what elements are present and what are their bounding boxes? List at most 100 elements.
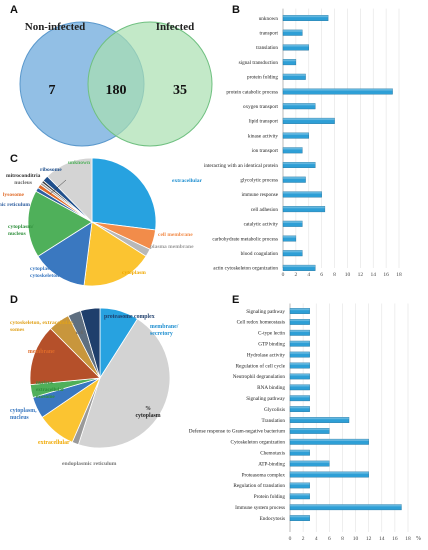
chart-c-slice-label: cytoskeleton [30,273,59,279]
chart-e-bar-highlight [290,417,349,420]
chart-d-slice-label: endoplasmic reticulum [62,461,117,467]
chart-c-slice [91,157,157,231]
chart-e-bar [289,395,310,402]
chart-b-bar-highlight [283,147,303,150]
chart-b-bar [282,176,306,183]
chart-b-bar [282,264,316,271]
chart-d-slice-label: membrane [28,349,55,355]
chart-b-bar-highlight [283,176,306,179]
chart-b-category-label: transport [260,31,279,37]
chart-e-tick-label: 2 [302,536,305,542]
chart-e-category-label: Endocytosis [260,516,285,522]
chart-e-bar [289,308,310,314]
panel-letter-c: C [10,153,18,165]
venn-left-label: Non-infected [25,21,86,33]
chart-e-category-label: Regulation of translation [233,482,285,489]
chart-b-category-label: blood coagulation [241,251,279,257]
chart-e-bar-highlight [290,493,310,496]
chart-b-category-label: catalytic activity [244,222,279,228]
chart-e-category-label: Defense response to Gram-negative bacter… [189,428,285,435]
chart-e-category-label: Protein folding [254,493,286,500]
chart-b-bar [282,147,303,154]
chart-c-leader-line [49,179,67,195]
chart-d-slice [29,327,101,386]
chart-b-category-label: kinase activity [248,133,279,139]
chart-b-category-label: signal transduction [239,60,279,66]
chart-e-bar-highlight [290,504,402,507]
chart-e-bar [289,373,310,380]
chart-e-tick-label: 16 [392,536,398,542]
chart-b-bar [282,161,316,168]
chart-c-slice-label: cytoplasm/ [8,224,34,230]
chart-b-category-label: oxygen transport [243,104,279,110]
chart-e-category-label: Neutrophil degranulation [233,374,286,380]
chart-e-category-label: Proteasoma complex [242,472,286,478]
chart-b-bar [282,14,329,21]
chart-e-category-label: RNA binding [257,385,285,391]
chart-d-slice-label: extracellular [38,440,70,446]
chart-b-bar-highlight [283,74,306,76]
chart-b-bar-highlight [283,118,335,121]
chart-e-bar-highlight [290,319,310,322]
chart-c-slice-label: cytoplasm/ [30,266,56,272]
chart-c-slice-label: nucleus [14,180,32,186]
chart-e-bar [289,406,310,412]
chart-b-bar [282,235,297,242]
chart-b-bar-highlight [283,44,309,47]
chart-e-category-label: Immune system process [235,505,285,511]
chart-e-bar [289,515,310,522]
chart-d-slice-label: proteasome complex [104,314,155,320]
chart-e-bar-highlight [290,471,369,474]
chart-d-slice-label: secretory [150,331,173,337]
chart-b-category-label: protein catabolic process [226,89,278,95]
venn-right-label: Infected [156,21,195,33]
venn-right-count: 35 [173,83,187,98]
chart-d-slice-label: % [145,406,151,412]
chart-b-bar [282,250,303,257]
chart-b-bar [282,44,309,51]
chart-b-bar-highlight [283,132,309,135]
chart-b-bar [282,29,303,36]
chart-e-bar-highlight [290,373,310,376]
chart-b-tick-label: 10 [345,272,351,278]
chart-b-category-label: translation [256,45,278,51]
chart-e-bar [289,428,330,434]
chart-b-bar-highlight [283,29,303,32]
chart-e-bar-highlight [290,439,369,441]
chart-e-bar [289,417,350,423]
chart-e-category-label: Hydrolase activity [247,352,286,358]
chart-c-slice-label: lysosome [3,192,25,198]
panel-letter-e: E [232,294,240,306]
chart-b-category-label: cell adhesion [251,207,279,213]
chart-b-bar-highlight [283,250,303,253]
chart-b-tick-label: 12 [358,272,364,278]
chart-e-tick-label: 14 [379,536,385,542]
panel-letter-b: B [232,4,240,16]
chart-c-slice-label: unknown [68,160,90,166]
chart-d-slice [79,307,101,379]
chart-c-slice [83,221,147,287]
chart-e-bar [289,351,310,358]
chart-e-bar [289,438,369,445]
chart-b-bar [282,206,326,213]
chart-d-slice-label: exosome [36,394,55,400]
chart-c-slice [46,157,93,223]
chart-b-tick-label: 18 [396,272,402,278]
chart-b-tick-label: 0 [282,272,285,278]
chart-d-slice [77,318,171,449]
chart-b-tick-label: 4 [307,272,310,278]
venn-overlap-count: 180 [106,83,127,98]
chart-d-slice-label: cytoskeleton, extracellular, [10,320,74,326]
chart-b-bar-highlight [283,206,325,209]
chart-b-bar [282,103,316,110]
chart-e-category-label: Regulation of cell cycle [236,362,286,369]
chart-e-bar-highlight [290,428,330,431]
chart-e-category-label: ATP-binding [258,461,285,467]
chart-e-bar [289,493,310,500]
chart-b-bar-highlight [283,88,393,91]
chart-b-tick-label: 6 [320,272,323,278]
chart-c-slice-label: plasma membrane [150,244,194,250]
chart-e-tick-label: 18 [405,536,411,542]
chart-b-category-label: glycolytic process [240,178,278,184]
